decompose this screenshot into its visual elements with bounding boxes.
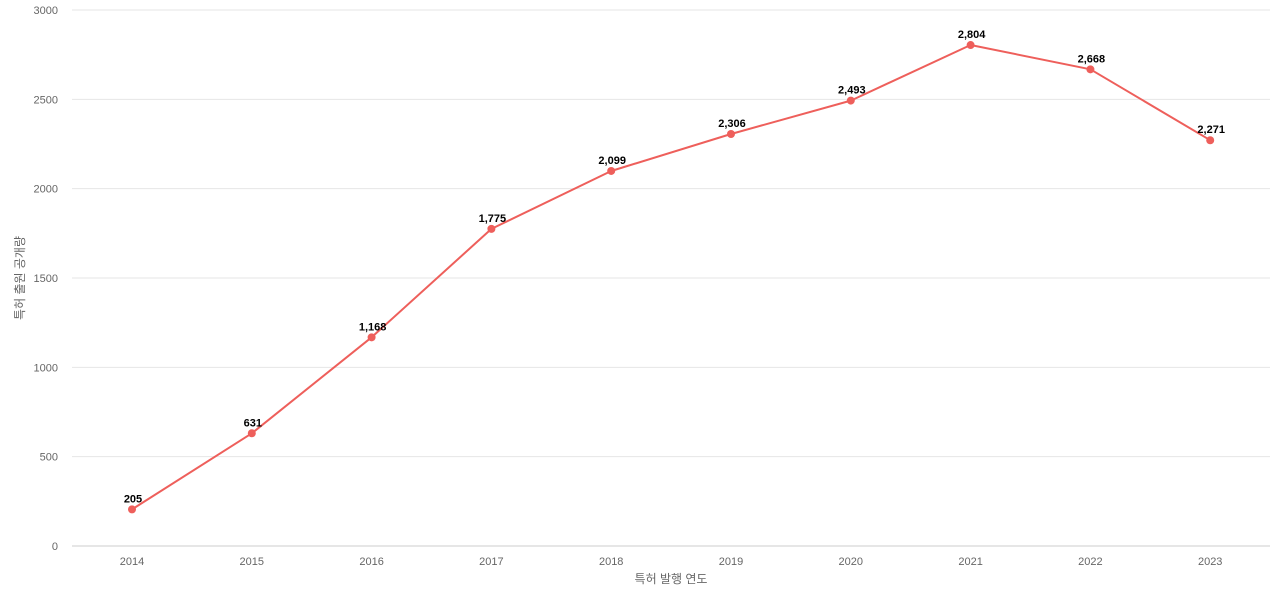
data-point[interactable]	[727, 129, 735, 138]
series	[128, 41, 1215, 514]
data-point[interactable]	[128, 505, 136, 514]
data-label: 631	[244, 417, 262, 429]
y-tick-label: 1500	[34, 273, 58, 285]
data-label: 2,271	[1197, 124, 1225, 136]
y-tick-label: 2500	[34, 94, 58, 106]
data-label: 1,168	[359, 321, 387, 333]
data-point[interactable]	[367, 333, 376, 342]
x-tick-label: 2019	[719, 556, 743, 568]
data-point[interactable]	[247, 429, 256, 438]
y-tick-label: 0	[52, 541, 58, 553]
data-label: 2,804	[958, 29, 986, 41]
x-axis-title: 특허 발행 연도	[635, 571, 708, 586]
y-tick-label: 2000	[34, 184, 58, 196]
x-tick-label: 2014	[120, 556, 144, 568]
data-labels: 205 631 1,168 1,775 2,099 2,306 2,493 2,804 2,66…	[124, 29, 1225, 505]
y-tick-label: 3000	[34, 5, 58, 17]
data-point[interactable]	[846, 96, 855, 105]
y-tick-label: 500	[40, 452, 58, 464]
data-point[interactable]	[966, 41, 975, 50]
data-label: 2,668	[1078, 53, 1106, 65]
data-label: 2,099	[598, 155, 626, 167]
x-tick-label: 2022	[1078, 556, 1102, 568]
x-tick-label: 2015	[240, 556, 264, 568]
x-tick-label: 2018	[599, 556, 623, 568]
series-line	[131, 44, 1212, 511]
data-label: 205	[124, 493, 142, 505]
data-label: 2,493	[838, 85, 866, 97]
data-point[interactable]	[1086, 65, 1095, 74]
data-label: 2,306	[718, 118, 746, 130]
data-point[interactable]	[487, 224, 496, 233]
x-tick-label: 2017	[479, 556, 503, 568]
y-axis-tick-labels: 0 500 1000 1500 2000 2500 3000	[34, 5, 58, 553]
data-point[interactable]	[1206, 136, 1215, 145]
y-tick-label: 1000	[34, 362, 58, 374]
grid-lines	[72, 9, 1270, 547]
x-tick-label: 2016	[359, 556, 383, 568]
data-label: 1,775	[479, 213, 507, 225]
x-axis-tick-labels: 2014 2015 2016 2017 2018 2019 2020 2021 2022 2023	[120, 556, 1223, 568]
x-tick-label: 2023	[1198, 556, 1222, 568]
x-tick-label: 2021	[958, 556, 982, 568]
y-axis-title: 특허 출원 공개량	[13, 236, 27, 320]
x-tick-label: 2020	[839, 556, 863, 568]
data-point[interactable]	[607, 166, 616, 175]
